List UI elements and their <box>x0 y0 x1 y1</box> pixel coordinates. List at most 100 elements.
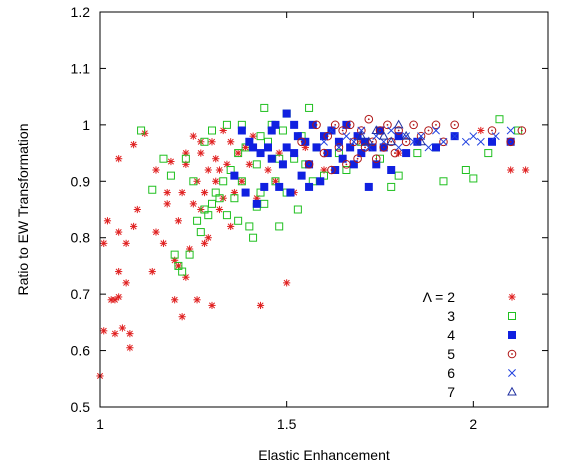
data-point <box>327 165 336 175</box>
data-point <box>178 313 186 321</box>
data-point <box>319 148 329 158</box>
data-point <box>219 177 228 186</box>
data-point <box>166 171 175 180</box>
data-point <box>215 194 224 203</box>
data-point <box>495 115 504 124</box>
data-point <box>409 120 418 130</box>
series-6 <box>320 126 515 152</box>
data-point <box>193 216 202 225</box>
data-point <box>394 132 403 141</box>
data-point <box>387 182 396 191</box>
data-point <box>133 205 141 214</box>
data-point <box>488 137 496 146</box>
plot-frame <box>99 11 549 408</box>
data-point <box>256 301 265 310</box>
data-point <box>293 205 302 214</box>
data-point <box>260 182 269 191</box>
data-point <box>375 126 385 135</box>
legend-marker-2 <box>508 293 516 301</box>
data-point <box>130 141 138 149</box>
data-point <box>278 126 287 135</box>
data-point <box>275 222 284 231</box>
data-point <box>327 126 336 135</box>
legend-label: 5 <box>447 346 455 362</box>
legend-label: 4 <box>447 327 455 343</box>
data-point <box>174 217 182 225</box>
x-tick-label: 1 <box>96 416 104 432</box>
data-point <box>323 131 333 141</box>
data-point <box>241 188 250 197</box>
data-point <box>118 324 126 332</box>
data-point <box>122 279 130 287</box>
data-point <box>185 250 194 259</box>
data-point <box>390 148 400 158</box>
data-point <box>252 199 261 208</box>
data-point <box>290 120 299 129</box>
data-point <box>111 296 119 304</box>
y-axis-label: Ratio to EW Transformation <box>15 124 31 296</box>
data-point <box>189 177 198 186</box>
data-point <box>282 109 291 118</box>
legend: Λ = 2 3 4 5 6 7 <box>423 289 517 400</box>
data-point <box>363 136 374 146</box>
data-point <box>402 132 411 141</box>
data-point <box>130 222 138 231</box>
data-point <box>357 126 366 135</box>
data-point <box>200 239 209 247</box>
data-point <box>100 327 108 335</box>
data-point <box>234 149 243 158</box>
data-point <box>346 143 355 152</box>
data-point <box>364 114 374 124</box>
data-point <box>394 171 403 180</box>
data-point <box>345 120 355 130</box>
y-tick-label: 0.9 <box>71 173 91 189</box>
data-point <box>439 137 448 146</box>
data-point <box>469 132 478 141</box>
data-point <box>387 126 396 135</box>
data-point <box>330 120 340 130</box>
data-point <box>379 143 389 152</box>
data-point <box>237 177 246 186</box>
data-point <box>234 149 242 157</box>
legend-label: 6 <box>447 365 455 381</box>
data-point <box>394 143 403 152</box>
data-point <box>245 160 253 168</box>
data-point <box>204 234 212 242</box>
x-tick-label: 1.5 <box>277 416 297 432</box>
legend-marker-6 <box>508 369 516 377</box>
legend-label: 3 <box>447 308 455 324</box>
data-point <box>305 182 314 191</box>
data-point <box>227 138 235 146</box>
data-point <box>115 267 123 276</box>
data-point <box>230 171 239 180</box>
data-point <box>517 126 527 135</box>
data-point <box>402 149 411 158</box>
data-point <box>506 137 515 147</box>
data-point <box>290 149 299 158</box>
data-point <box>159 239 168 247</box>
data-point <box>316 177 325 186</box>
data-point <box>212 177 220 185</box>
data-point <box>264 166 272 174</box>
data-point <box>278 160 287 169</box>
data-point <box>230 194 239 203</box>
data-point <box>297 137 306 147</box>
legend-label: Λ = 2 <box>423 289 456 305</box>
data-point <box>439 177 448 186</box>
y-tick-label: 0.8 <box>71 230 91 246</box>
data-point <box>353 154 362 164</box>
data-point <box>171 296 179 304</box>
data-point <box>200 137 209 146</box>
data-point <box>222 120 231 129</box>
data-point <box>413 149 422 158</box>
data-point <box>222 211 231 220</box>
data-point <box>189 200 197 208</box>
data-point <box>386 136 397 146</box>
data-point <box>477 126 485 135</box>
data-point <box>163 188 171 197</box>
data-point <box>115 155 123 163</box>
plot-area <box>96 103 530 380</box>
data-point <box>371 125 382 134</box>
data-point <box>522 166 530 174</box>
